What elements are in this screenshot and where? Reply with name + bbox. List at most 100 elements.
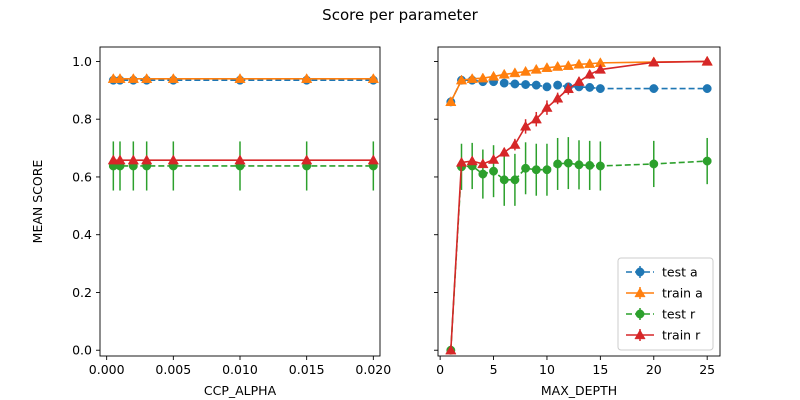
x-tick-label: 0 — [436, 362, 444, 377]
data-point — [553, 80, 563, 90]
y-tick-label: 0.0 — [72, 343, 92, 358]
x-tick-label: 0.000 — [89, 362, 125, 377]
data-point — [498, 146, 510, 157]
legend-label: test a — [662, 265, 698, 280]
data-point — [477, 72, 489, 83]
chart-suptitle: Score per parameter — [322, 6, 478, 24]
data-point — [563, 158, 573, 168]
data-point — [301, 154, 313, 165]
data-point — [562, 83, 574, 94]
data-point — [702, 84, 712, 94]
series-train_r — [107, 154, 379, 165]
data-point — [552, 60, 564, 71]
data-point — [510, 79, 520, 89]
x-tick-label: 0.015 — [289, 362, 325, 377]
data-point — [489, 166, 498, 176]
data-point — [466, 155, 478, 166]
data-point — [367, 154, 379, 165]
data-point — [127, 73, 139, 83]
series-train_a — [445, 55, 713, 107]
data-point — [702, 156, 712, 166]
y-tick-label: 0.6 — [72, 169, 92, 184]
data-point — [466, 73, 478, 83]
data-point — [649, 159, 659, 169]
y-axis-label: MEAN SCORE — [30, 160, 45, 244]
data-point — [531, 80, 541, 90]
data-point — [141, 154, 153, 165]
data-point — [114, 154, 126, 165]
data-point — [487, 70, 500, 81]
data-point — [541, 62, 553, 72]
axes-frame — [437, 46, 721, 357]
data-point — [167, 154, 179, 165]
data-point — [584, 68, 596, 79]
legend-marker — [635, 309, 645, 319]
data-point — [531, 165, 541, 175]
data-point — [530, 113, 542, 124]
legend-label: train a — [662, 286, 703, 301]
data-point — [701, 55, 713, 66]
legend-marker — [634, 329, 646, 340]
y-tick-label: 0.2 — [72, 285, 92, 300]
data-point — [510, 175, 520, 185]
x-tick-label: 5 — [490, 362, 498, 377]
y-tick-label: 0.4 — [72, 227, 92, 242]
data-point — [455, 156, 468, 167]
data-point — [487, 153, 500, 164]
x-tick-label: 15 — [592, 362, 608, 377]
axes-frame — [99, 46, 381, 357]
series-train_a — [107, 73, 379, 83]
data-point — [542, 82, 552, 92]
y-tick-label: 1.0 — [72, 54, 92, 69]
data-point — [519, 65, 532, 76]
legend-label: train r — [662, 328, 701, 343]
data-point — [541, 101, 553, 112]
data-point — [574, 160, 584, 170]
data-point — [127, 154, 139, 165]
data-point — [542, 165, 552, 175]
data-point — [445, 344, 457, 355]
data-point — [367, 73, 379, 83]
subplot-2: 0 5 10 15 20 25 MAX_DEPTH test a train a test r tr… — [434, 46, 721, 398]
legend-label: test r — [662, 307, 696, 322]
data-point — [552, 92, 564, 103]
data-point — [509, 138, 521, 149]
y-tick-label: 0.8 — [72, 112, 92, 127]
data-point — [509, 67, 521, 78]
x-tick-label: 0.020 — [355, 362, 391, 377]
data-point — [478, 169, 488, 179]
x-tick-label: 0.010 — [222, 362, 258, 377]
data-point — [498, 68, 510, 79]
x-axis-label: CCP_ALPHA — [204, 383, 277, 398]
data-point — [530, 63, 542, 74]
data-point — [594, 63, 606, 74]
x-tick-label: 10 — [539, 362, 555, 377]
data-point — [521, 80, 531, 89]
data-point — [445, 96, 457, 107]
data-point — [584, 58, 596, 68]
data-point — [585, 160, 595, 170]
data-point — [562, 60, 574, 70]
data-point — [455, 74, 468, 85]
data-point — [521, 163, 531, 173]
data-point — [649, 84, 659, 94]
x-axis-label: MAX_DEPTH — [541, 383, 617, 398]
data-point — [234, 154, 246, 165]
data-point — [595, 84, 605, 94]
series-test_r — [108, 141, 378, 191]
data-point — [553, 159, 563, 169]
data-point — [519, 120, 532, 131]
series-train_r — [445, 55, 713, 355]
legend-marker — [634, 287, 646, 298]
x-tick-label: 0.005 — [155, 362, 191, 377]
legend: test a train a test r train r — [617, 257, 714, 351]
data-point — [301, 73, 313, 83]
data-point — [573, 58, 585, 69]
x-tick-label: 25 — [699, 362, 715, 377]
subplot-1: 0.000 0.005 0.010 0.015 0.020 0.0 0.2 0.4 0.6 0.8… — [30, 46, 391, 398]
data-point — [234, 73, 246, 83]
data-point — [114, 73, 126, 83]
legend-box — [617, 257, 714, 351]
data-point — [585, 82, 595, 92]
